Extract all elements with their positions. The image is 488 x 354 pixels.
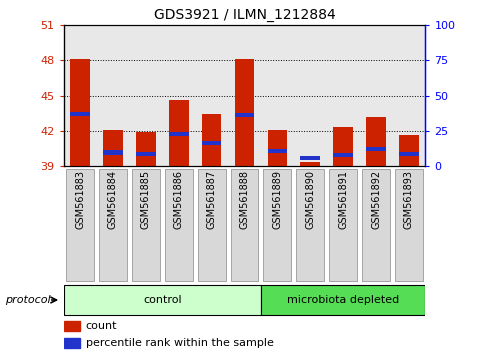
Bar	[333, 153, 352, 157]
FancyBboxPatch shape	[197, 169, 225, 281]
Bar	[202, 114, 221, 166]
FancyBboxPatch shape	[164, 169, 192, 281]
Text: percentile rank within the sample: percentile rank within the sample	[85, 338, 273, 348]
Text: GSM561888: GSM561888	[239, 170, 249, 229]
FancyBboxPatch shape	[394, 169, 422, 281]
Text: GSM561891: GSM561891	[338, 170, 347, 229]
Bar	[398, 152, 418, 156]
Text: GSM561885: GSM561885	[141, 170, 150, 229]
Bar	[300, 156, 320, 160]
Bar	[63, 338, 80, 348]
Text: protocol: protocol	[5, 295, 50, 305]
Bar	[202, 141, 221, 145]
Text: GSM561884: GSM561884	[108, 170, 118, 229]
FancyBboxPatch shape	[132, 169, 160, 281]
FancyBboxPatch shape	[328, 169, 356, 281]
Title: GDS3921 / ILMN_1212884: GDS3921 / ILMN_1212884	[153, 8, 335, 22]
Bar	[267, 130, 286, 166]
FancyBboxPatch shape	[66, 169, 94, 281]
FancyBboxPatch shape	[263, 169, 291, 281]
Bar	[234, 59, 254, 166]
FancyBboxPatch shape	[99, 169, 126, 281]
Bar	[136, 132, 155, 166]
Text: microbiota depleted: microbiota depleted	[286, 295, 399, 305]
Text: count: count	[85, 321, 117, 331]
Text: GSM561892: GSM561892	[370, 170, 380, 229]
Text: GSM561886: GSM561886	[173, 170, 183, 229]
Bar	[70, 112, 90, 116]
FancyBboxPatch shape	[63, 285, 261, 315]
Bar	[267, 149, 286, 153]
Bar	[168, 132, 188, 136]
Bar	[63, 321, 80, 331]
Text: GSM561887: GSM561887	[206, 170, 216, 229]
Bar	[366, 117, 385, 166]
Bar	[333, 127, 352, 166]
FancyBboxPatch shape	[230, 169, 258, 281]
FancyBboxPatch shape	[361, 169, 389, 281]
Text: control: control	[142, 295, 181, 305]
Bar	[70, 59, 90, 166]
Bar	[103, 150, 122, 155]
Text: GSM561883: GSM561883	[75, 170, 85, 229]
Text: GSM561889: GSM561889	[272, 170, 282, 229]
FancyBboxPatch shape	[261, 285, 425, 315]
Bar	[103, 130, 122, 166]
Bar	[398, 135, 418, 166]
Bar	[366, 147, 385, 151]
Text: GSM561890: GSM561890	[305, 170, 315, 229]
FancyBboxPatch shape	[296, 169, 324, 281]
Text: GSM561893: GSM561893	[403, 170, 413, 229]
Bar	[300, 162, 320, 166]
Bar	[234, 113, 254, 117]
Bar	[136, 152, 155, 156]
Bar	[168, 100, 188, 166]
